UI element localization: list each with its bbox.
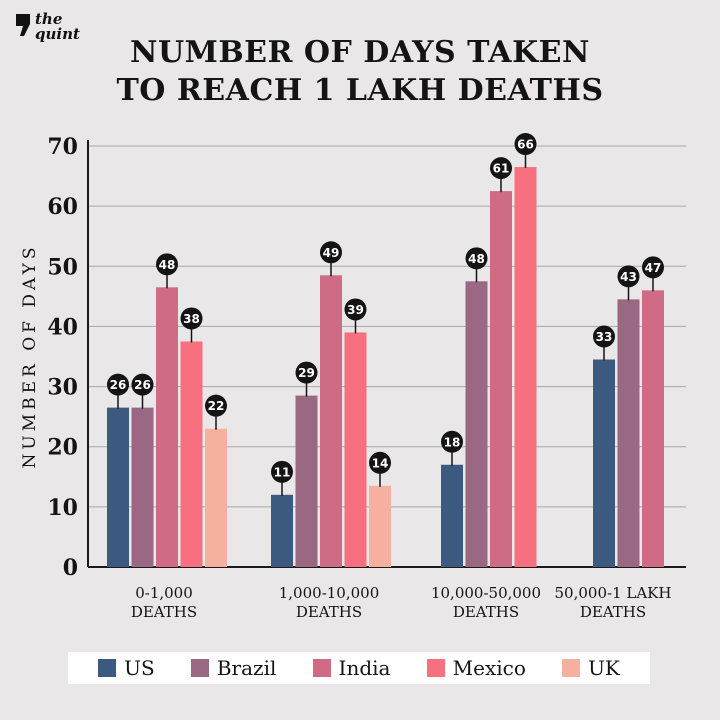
x-tick-label: 10,000-50,000 [431, 584, 541, 602]
data-label-bubble [107, 373, 129, 396]
data-label: 49 [323, 246, 340, 260]
data-label-bubble [156, 253, 178, 276]
y-tick-label: 20 [47, 435, 78, 461]
data-label: 38 [183, 312, 200, 326]
y-tick-label: 10 [47, 495, 78, 521]
data-label: 61 [493, 162, 510, 176]
y-tick-label: 30 [47, 375, 78, 401]
x-tick-label: DEATHS [580, 603, 646, 621]
data-label: 66 [517, 138, 534, 152]
legend-swatch [98, 659, 117, 677]
y-axis-label: NUMBER OF DAYS [20, 244, 40, 469]
y-tick-label: 60 [47, 194, 78, 220]
title-line-1: NUMBER OF DAYS TAKEN [130, 35, 590, 70]
data-label-bubble [180, 307, 203, 330]
legend-label: UK [588, 656, 620, 680]
data-label: 29 [298, 366, 315, 380]
x-tick-label: 50,000-1 LAKH [555, 584, 672, 602]
bar-us [107, 407, 129, 567]
legend-label: Brazil [216, 656, 277, 680]
data-label-bubble [369, 451, 391, 474]
bar-india [490, 191, 512, 567]
bar-chart: 0 10 20 30 40 50 60 70 NUMBER OF DAYS 26 26 48 38 22… [20, 133, 686, 621]
bar-us [441, 464, 463, 567]
bar-brazil [617, 299, 640, 567]
data-label-bubble [617, 265, 640, 288]
legend-swatch [562, 659, 581, 677]
data-label-bubble [465, 247, 488, 270]
legend-label: US [124, 656, 155, 680]
data-label: 39 [347, 303, 364, 317]
y-tick-label: 70 [47, 134, 78, 160]
x-axis: 0-1,000DEATHS1,000-10,000DEATHS10,000-50… [131, 584, 672, 621]
bar-brazil [295, 395, 318, 567]
data-label: 26 [110, 378, 127, 392]
x-tick-label: 1,000-10,000 [279, 584, 380, 602]
legend-swatch [190, 659, 209, 677]
legend-item-brazil: Brazil [190, 656, 277, 680]
data-label: 47 [645, 261, 662, 275]
bar-india [156, 287, 178, 567]
data-label: 26 [134, 378, 151, 392]
data-label: 48 [159, 258, 176, 272]
legend-label: India [338, 656, 391, 680]
bar-brazil [131, 407, 154, 567]
y-tick-label: 0 [63, 555, 78, 581]
x-tick-label: DEATHS [453, 603, 519, 621]
data-label: 43 [620, 270, 637, 284]
legend-item-us: US [98, 656, 155, 680]
data-label-bubble [320, 241, 342, 264]
bars [107, 167, 664, 568]
bar-brazil [465, 281, 488, 567]
data-label: 18 [444, 435, 461, 449]
bar-uk [369, 485, 391, 567]
data-label-bubble [295, 361, 318, 384]
legend-swatch [426, 659, 445, 677]
bar-mexico [344, 332, 367, 567]
logo: the quint [14, 12, 80, 42]
quote-mark-icon [16, 14, 30, 36]
data-label-bubble [441, 430, 463, 453]
data-label-bubble [490, 157, 512, 180]
data-labels: 26 26 48 38 22 11 29 49 39 14 18 48 61 66 33 43 47 [107, 133, 664, 496]
y-tick-label: 50 [47, 254, 78, 280]
bar-uk [205, 428, 227, 567]
bar-india [320, 275, 342, 567]
data-label: 22 [208, 399, 225, 413]
data-label-bubble [205, 394, 227, 417]
bar-us [271, 494, 293, 567]
data-label: 14 [372, 456, 389, 470]
data-label: 33 [596, 330, 613, 344]
legend-item-india: India [312, 656, 391, 680]
x-tick-label: DEATHS [131, 603, 197, 621]
y-axis: 0 10 20 30 40 50 60 70 NUMBER OF DAYS [20, 134, 89, 581]
bar-us [593, 359, 615, 567]
chart-title: NUMBER OF DAYS TAKEN TO REACH 1 LAKH DEA… [0, 34, 720, 110]
data-label: 11 [274, 465, 291, 479]
bar-mexico [180, 341, 203, 567]
legend: US Brazil India Mexico UK [68, 652, 650, 684]
data-label-bubble [514, 133, 537, 156]
x-tick-label: DEATHS [296, 603, 362, 621]
y-tick-label: 40 [47, 314, 78, 340]
logo-text: the quint [35, 10, 80, 43]
data-label-bubble [642, 256, 664, 279]
bar-mexico [514, 167, 537, 568]
title-line-2: TO REACH 1 LAKH DEATHS [116, 73, 604, 108]
bar-india [642, 290, 664, 567]
data-label-bubble [271, 460, 293, 483]
data-label-bubble [593, 325, 615, 348]
legend-item-mexico: Mexico [426, 656, 526, 680]
x-tick-label: 0-1,000 [135, 584, 193, 602]
data-label: 48 [468, 252, 485, 266]
data-label-bubble [131, 373, 154, 396]
legend-swatch [312, 659, 331, 677]
data-label-bubble [344, 298, 367, 321]
legend-label: Mexico [452, 656, 526, 680]
legend-item-uk: UK [562, 656, 620, 680]
